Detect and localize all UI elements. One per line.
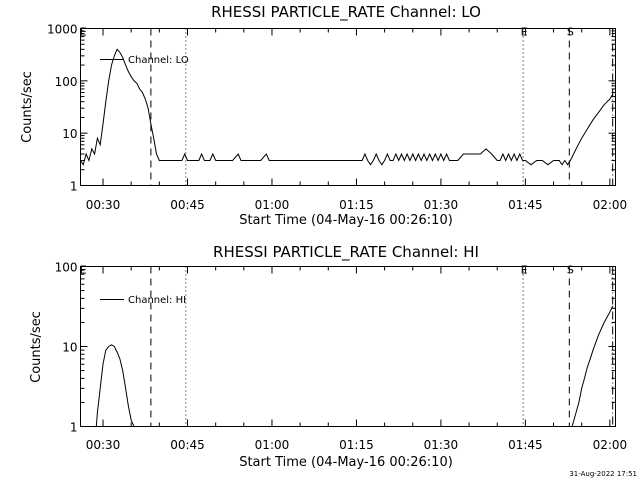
x-tick-label: 00:30 (86, 438, 121, 452)
x-ticks-hi: 00:30 00:45 01:00 01:15 01:30 01:45 02:00 (86, 266, 628, 452)
y-tick-label: 1 (70, 421, 78, 435)
y-ticks-hi: 1 10 100 (55, 261, 616, 435)
y-tick-label: 100 (55, 261, 78, 275)
x-axis-label-hi: Start Time (04-May-16 00:26:10) (239, 455, 453, 470)
x-tick-label: 01:30 (424, 198, 459, 212)
x-tick-label: 01:30 (424, 438, 459, 452)
y-tick-label: 10 (62, 127, 77, 141)
plot-frame-lo (80, 28, 616, 186)
x-tick-label: 01:00 (255, 198, 290, 212)
x-tick-label: 00:45 (170, 438, 205, 452)
y-tick-label: 1 (70, 180, 78, 194)
x-tick-label: 00:45 (170, 198, 205, 212)
x-ticks-lo: 00:30 00:45 01:00 01:15 01:30 01:45 02:00 (86, 28, 628, 212)
y-axis-label-lo: Counts/sec (20, 71, 35, 143)
legend-label-lo: Channel: LO (128, 55, 189, 66)
x-tick-label: 01:00 (255, 438, 290, 452)
series-line-hi-1 (571, 305, 614, 427)
series-line-hi-0 (95, 344, 135, 427)
event-marker-label: E (80, 26, 87, 39)
legend-label-hi: Channel: HI (128, 295, 186, 306)
y-tick-label: 1000 (47, 23, 78, 37)
x-tick-label: 02:00 (593, 438, 628, 452)
hi-channel-panel: RHESSI PARTICLE_RATE Channel: HI Counts/… (29, 243, 627, 470)
series-lines-lo (80, 48, 614, 166)
y-ticks-lo: 1 10 100 1000 (47, 23, 616, 194)
x-tick-label: 01:45 (508, 198, 543, 212)
x-tick-label: 02:00 (593, 198, 628, 212)
plot-frame-hi (80, 266, 616, 427)
event-marker-label: E (521, 264, 528, 277)
y-axis-label-hi: Counts/sec (29, 311, 44, 383)
lo-channel-panel: RHESSI PARTICLE_RATE Channel: LO Counts/… (20, 3, 627, 228)
event-marker-label: S (567, 264, 574, 277)
x-axis-label-lo: Start Time (04-May-16 00:26:10) (239, 213, 453, 228)
timestamp: 31-Aug-2022 17:51 (569, 470, 637, 478)
x-tick-label: 01:15 (339, 438, 374, 452)
series-line-lo-0 (80, 48, 614, 166)
event-marker-label: S (567, 26, 574, 39)
event-marker-label: E (521, 26, 528, 39)
series-lines-hi (95, 305, 614, 427)
x-tick-label: 01:15 (339, 198, 374, 212)
x-tick-label: 01:45 (508, 438, 543, 452)
x-tick-label: 00:30 (86, 198, 121, 212)
y-tick-label: 10 (62, 341, 77, 355)
event-marker-label: E (80, 264, 87, 277)
chart-title-hi: RHESSI PARTICLE_RATE Channel: HI (213, 243, 479, 262)
chart-title-lo: RHESSI PARTICLE_RATE Channel: LO (211, 3, 481, 22)
y-tick-label: 100 (55, 75, 78, 89)
